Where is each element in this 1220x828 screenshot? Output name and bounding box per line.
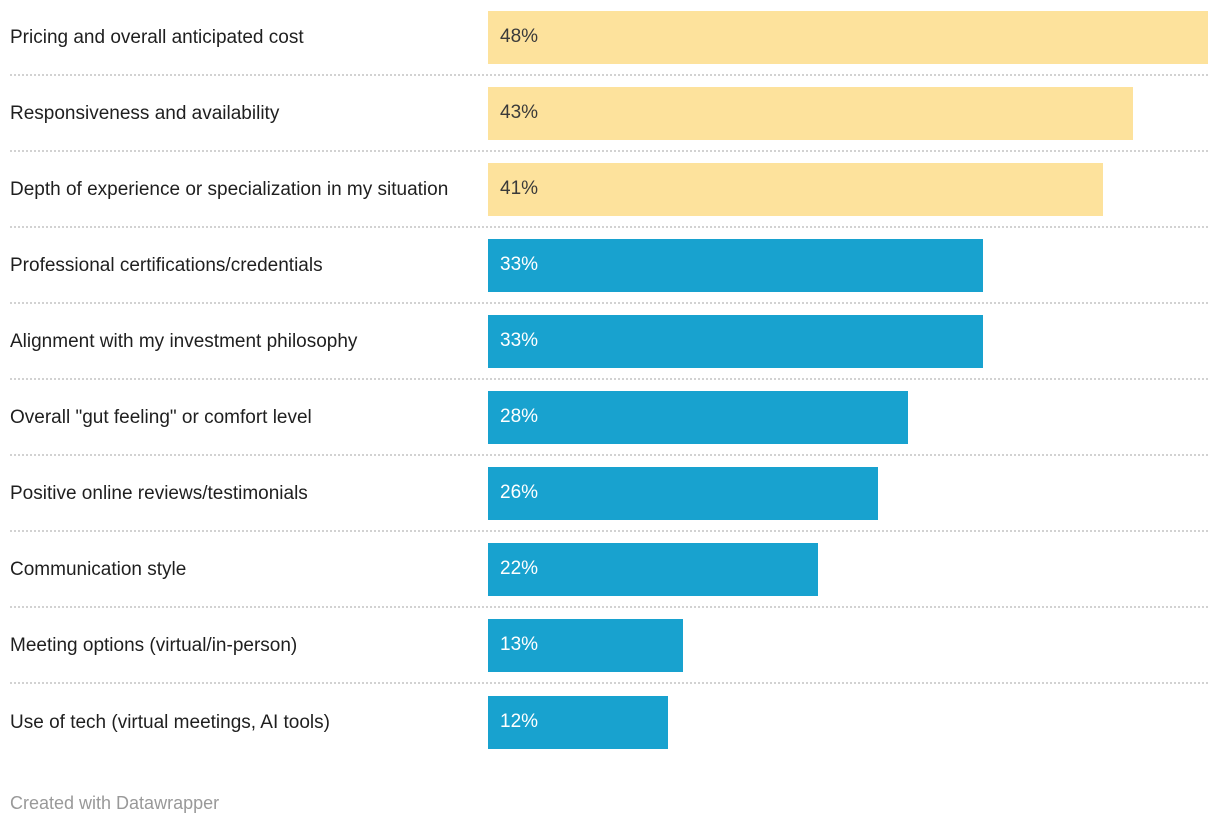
value-bar: 26% (488, 466, 878, 520)
category-label: Alignment with my investment philosophy (10, 330, 358, 352)
category-label: Overall "gut feeling" or comfort level (10, 406, 312, 428)
category-label: Communication style (10, 558, 187, 580)
chart-footer: Created with Datawrapper (10, 793, 1208, 814)
value-bar: 13% (488, 618, 683, 672)
datawrapper-credit-link[interactable]: Created with Datawrapper (10, 793, 220, 813)
value-label: 33% (500, 254, 539, 275)
value-label: 28% (500, 406, 539, 427)
chart-row: Use of tech (virtual meetings, AI tools)… (10, 684, 1208, 760)
value-label: 43% (500, 102, 539, 123)
bar-track: 28% (488, 390, 1208, 444)
bar-track: 12% (488, 695, 1208, 749)
bar-track: 33% (488, 314, 1208, 368)
category-label: Use of tech (virtual meetings, AI tools) (10, 711, 330, 733)
category-label: Meeting options (virtual/in-person) (10, 634, 298, 656)
chart-row: Depth of experience or specialization in… (10, 152, 1208, 228)
chart-row: Meeting options (virtual/in-person) 13% (10, 608, 1208, 684)
value-bar: 22% (488, 542, 818, 596)
value-label: 22% (500, 558, 539, 579)
value-label: 12% (500, 711, 539, 732)
chart-row: Professional certifications/credentials … (10, 228, 1208, 304)
value-bar: 28% (488, 390, 908, 444)
category-label: Responsiveness and availability (10, 102, 280, 124)
bar-track: 26% (488, 466, 1208, 520)
value-bar: 41% (488, 162, 1103, 216)
category-label: Positive online reviews/testimonials (10, 482, 308, 504)
chart-row: Responsiveness and availability 43% (10, 76, 1208, 152)
value-bar: 43% (488, 86, 1133, 140)
bar-track: 22% (488, 542, 1208, 596)
chart-row: Alignment with my investment philosophy … (10, 304, 1208, 380)
value-label: 33% (500, 330, 539, 351)
bar-track: 33% (488, 238, 1208, 292)
bar-track: 41% (488, 162, 1208, 216)
category-label: Depth of experience or specialization in… (10, 178, 449, 200)
category-label: Professional certifications/credentials (10, 254, 323, 276)
chart-row: Communication style 22% (10, 532, 1208, 608)
value-label: 48% (500, 26, 539, 47)
chart-row: Positive online reviews/testimonials 26% (10, 456, 1208, 532)
value-bar: 48% (488, 10, 1208, 64)
chart-row: Overall "gut feeling" or comfort level 2… (10, 380, 1208, 456)
value-label: 41% (500, 178, 539, 199)
value-label: 13% (500, 634, 539, 655)
category-label: Pricing and overall anticipated cost (10, 26, 304, 48)
value-bar: 33% (488, 314, 983, 368)
value-label: 26% (500, 482, 539, 503)
bar-track: 43% (488, 86, 1208, 140)
bar-track: 13% (488, 618, 1208, 672)
bar-track: 48% (488, 10, 1208, 64)
value-bar: 12% (488, 695, 668, 749)
chart-rows: Pricing and overall anticipated cost 48%… (10, 0, 1208, 760)
value-bar: 33% (488, 238, 983, 292)
chart-row: Pricing and overall anticipated cost 48% (10, 0, 1208, 76)
